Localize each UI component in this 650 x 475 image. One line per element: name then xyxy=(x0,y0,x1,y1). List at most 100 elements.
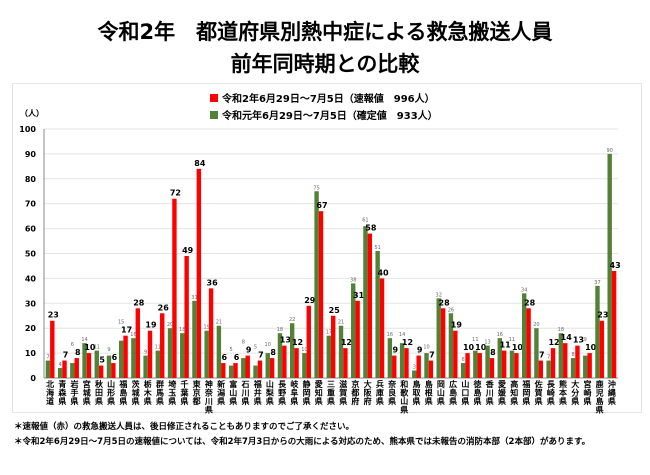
x-tick-label-char: 岡 xyxy=(437,380,445,389)
bar-2020 xyxy=(453,330,458,378)
x-tick-label-char: 千 xyxy=(180,379,188,389)
x-tick-label-char: 県 xyxy=(205,405,213,415)
bar-2019 xyxy=(534,328,539,378)
y-tick-label: 30 xyxy=(25,299,37,308)
bar-2019 xyxy=(45,360,51,378)
x-tick-label-char: 知 xyxy=(510,388,518,398)
x-tick-label-char: 崎 xyxy=(583,388,591,398)
x-tick-label-char: 県 xyxy=(486,396,494,406)
x-tick-label-char: 宮 xyxy=(583,379,591,389)
bar-2020 xyxy=(294,348,299,378)
x-tick-label-char: 県 xyxy=(71,396,79,406)
x-tick-label-char: 川 xyxy=(241,389,250,398)
x-tick-label-char: 静 xyxy=(303,379,311,389)
data-label-2020: 6 xyxy=(112,353,118,362)
data-label-2019: 4 xyxy=(59,362,62,368)
x-tick-label-char: 森 xyxy=(58,388,67,398)
data-label-2020: 9 xyxy=(392,346,398,355)
data-label-2019: 21 xyxy=(338,320,344,326)
data-label-2020: 8 xyxy=(270,348,276,357)
bar-2020 xyxy=(111,363,116,378)
x-tick-label-char: 玉 xyxy=(168,389,176,398)
bar-2019 xyxy=(167,328,173,378)
bar-2019 xyxy=(106,355,112,378)
data-label-2020: 7 xyxy=(258,351,264,360)
x-tick-label-char: 山 xyxy=(266,379,274,389)
data-label-2019: 21 xyxy=(216,320,222,326)
bar-2020 xyxy=(416,355,421,378)
legend-item-2020: 令和2年6月29日～7月5日（速報値 996人） xyxy=(210,90,435,105)
x-tick-label-char: 京 xyxy=(351,379,359,389)
data-label-2019: 5 xyxy=(230,347,233,353)
data-label-2019: 26 xyxy=(448,307,454,313)
data-label-2020: 49 xyxy=(182,246,194,255)
bar-2019 xyxy=(595,285,600,378)
x-tick-label-char: 大 xyxy=(364,379,372,389)
bar-2019 xyxy=(180,333,185,378)
x-tick-label-char: 県 xyxy=(315,396,323,406)
x-tick-label-char: 県 xyxy=(510,396,518,406)
data-label-2019: 9 xyxy=(584,337,587,343)
chart-title-line1: 令和2年 都道府県別熱中症による救急搬送人員 xyxy=(97,20,553,44)
data-label-2019: 5 xyxy=(254,345,257,351)
bar-2019 xyxy=(192,300,197,378)
x-tick-label-char: 県 xyxy=(180,396,188,406)
x-tick-label-char: 島 xyxy=(449,388,457,398)
y-tick-label: 70 xyxy=(25,200,37,209)
bar-2020 xyxy=(74,358,79,378)
data-label-2019: 11 xyxy=(94,345,100,351)
data-label-2020: 12 xyxy=(341,338,352,347)
data-label-2020: 28 xyxy=(133,298,145,307)
bar-2019 xyxy=(70,363,75,378)
x-tick-label-char: 山 xyxy=(461,379,469,389)
data-label-2020: 19 xyxy=(451,321,463,330)
bar-2020 xyxy=(282,345,287,378)
legend-label-2019: 令和元年6月29日～7月5日（確定値 933人） xyxy=(222,111,438,122)
bar-2020 xyxy=(526,308,531,378)
bar-2020 xyxy=(428,360,434,378)
data-label-2019: 11 xyxy=(155,345,161,351)
x-tick-label-char: 新 xyxy=(217,379,225,389)
x-tick-label-char: 島 xyxy=(425,379,433,389)
x-tick-label-char: 根 xyxy=(425,388,433,398)
x-tick-label-char: 茨 xyxy=(132,379,140,389)
x-tick-label-char: 木 xyxy=(143,388,153,398)
chart-frame xyxy=(12,83,642,413)
x-tick-label-char: 県 xyxy=(168,396,176,406)
data-label-2019: 18 xyxy=(277,327,283,333)
data-label-2019: 32 xyxy=(436,292,442,298)
bar-2019 xyxy=(436,298,441,378)
bar-2020 xyxy=(269,358,275,378)
data-label-2019: 10 xyxy=(423,345,429,351)
bar-2019 xyxy=(131,338,136,378)
x-tick-label-char: 県 xyxy=(254,396,262,406)
x-tick-label-char: 良 xyxy=(388,388,396,398)
x-tick-label-char: 福 xyxy=(118,379,127,389)
y-tick-label: 60 xyxy=(25,225,37,234)
x-tick-label-char: 県 xyxy=(83,396,91,406)
x-tick-label-char: 県 xyxy=(498,396,506,406)
data-label-2020: 28 xyxy=(439,298,451,307)
x-tick-label-char: 鹿 xyxy=(596,379,604,389)
bar-2020 xyxy=(50,320,55,378)
x-tick-label-char: 東 xyxy=(193,379,201,389)
x-tick-label-char: 県 xyxy=(132,396,140,406)
bar-2019 xyxy=(277,333,283,378)
bar-2020 xyxy=(563,343,568,378)
x-tick-label-char: 香 xyxy=(485,379,495,389)
bar-2019 xyxy=(583,355,588,378)
data-label-2020: 36 xyxy=(207,278,219,287)
bar-2020 xyxy=(147,330,153,378)
x-tick-label-char: 山 xyxy=(229,388,237,398)
data-label-2019: 7 xyxy=(46,355,49,361)
x-tick-label-char: 葉 xyxy=(179,388,189,398)
bar-2020 xyxy=(184,255,189,378)
data-label-2019: 16 xyxy=(497,332,503,338)
data-label-2019: 19 xyxy=(203,325,209,331)
data-label-2020: 12 xyxy=(292,338,303,347)
y-tick-label: 0 xyxy=(30,374,36,383)
x-tick-label-char: 県 xyxy=(437,396,445,406)
data-label-2020: 23 xyxy=(48,311,59,320)
x-tick-label-char: 岐 xyxy=(290,379,299,389)
x-tick-label-char: 川 xyxy=(485,389,494,398)
